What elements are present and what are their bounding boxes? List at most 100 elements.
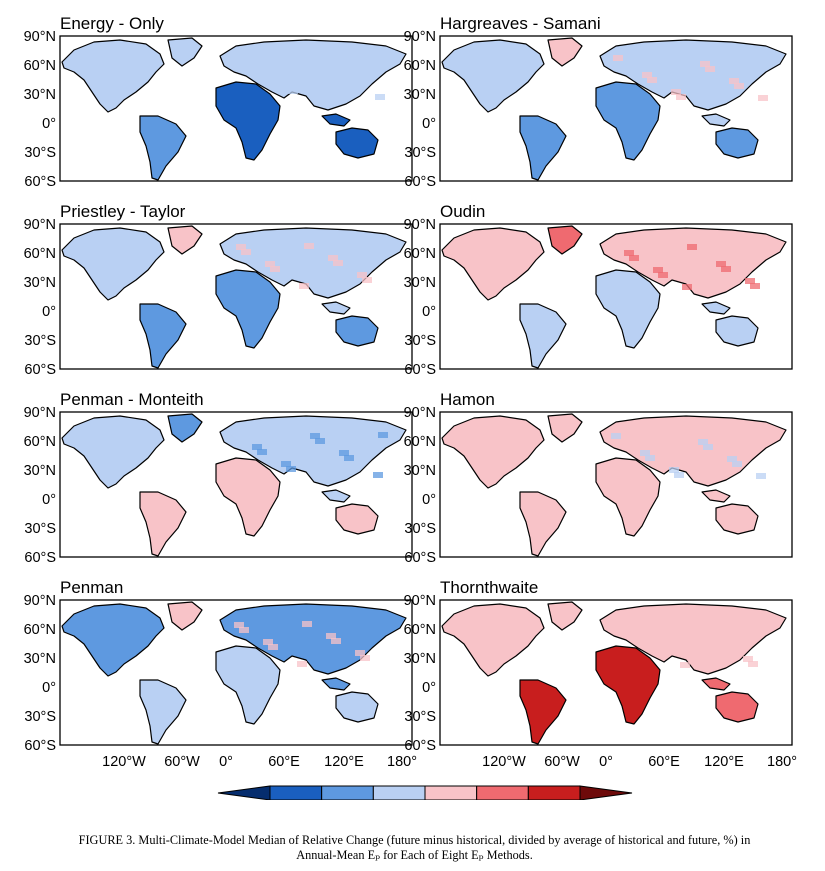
lon-tick-label: 0° bbox=[599, 754, 613, 770]
panel-title: Penman bbox=[60, 578, 123, 597]
grid-cell bbox=[312, 55, 322, 61]
lon-tick-label: 120°E bbox=[324, 754, 364, 770]
grid-cell bbox=[346, 77, 356, 83]
colorbar-segment bbox=[476, 785, 529, 800]
lat-tick-label: 90°N bbox=[24, 217, 56, 233]
colorbar-segment bbox=[579, 785, 633, 800]
lat-tick-label: 60°N bbox=[24, 246, 56, 262]
land-australia bbox=[335, 315, 379, 347]
land-north-america bbox=[441, 415, 545, 489]
land-greenland bbox=[167, 413, 203, 443]
grid-cell bbox=[297, 661, 307, 667]
grid-cell bbox=[230, 54, 240, 60]
land-africa bbox=[595, 81, 661, 161]
grid-cell bbox=[254, 66, 264, 72]
grid-cell bbox=[259, 71, 269, 77]
colorbar-segment bbox=[372, 785, 426, 800]
grid-cell bbox=[703, 444, 713, 450]
lat-tick-label: 0° bbox=[422, 680, 436, 696]
grid-cell bbox=[651, 645, 661, 651]
grid-cell bbox=[669, 467, 679, 473]
grid-cell bbox=[647, 77, 657, 83]
lon-tick-label: 60°W bbox=[544, 754, 580, 770]
grid-cell bbox=[344, 455, 354, 461]
land-africa bbox=[595, 269, 661, 349]
land-eurasia bbox=[599, 415, 787, 487]
land-north-america bbox=[61, 39, 165, 113]
land-indonesia bbox=[321, 677, 351, 691]
land-north-america bbox=[61, 227, 165, 301]
lat-tick-label: 0° bbox=[42, 492, 56, 508]
land-south-america bbox=[519, 303, 567, 369]
map-panel: Hamon bbox=[439, 390, 793, 558]
land-eurasia bbox=[219, 415, 407, 487]
land-north-america bbox=[61, 603, 165, 677]
land-south-america bbox=[139, 679, 187, 745]
grid-cell bbox=[732, 461, 742, 467]
grid-cell bbox=[304, 243, 314, 249]
land-eurasia bbox=[599, 603, 787, 675]
grid-cell bbox=[326, 633, 336, 639]
panel-title: Penman - Monteith bbox=[60, 390, 204, 409]
land-australia bbox=[335, 503, 379, 535]
lat-tick-label: 30°N bbox=[24, 275, 56, 291]
grid-cell bbox=[716, 261, 726, 267]
lon-tick-label: 60°E bbox=[648, 754, 680, 770]
lat-tick-label: 0° bbox=[42, 116, 56, 132]
grid-cell bbox=[357, 272, 367, 278]
grid-cell bbox=[236, 244, 246, 250]
map-panel: Penman bbox=[59, 578, 413, 746]
lat-tick-label: 30°S bbox=[404, 145, 436, 161]
grid-cell bbox=[613, 55, 623, 61]
lat-tick-label: 60°S bbox=[404, 362, 436, 378]
grid-cell bbox=[714, 639, 724, 645]
grid-cell bbox=[743, 656, 753, 662]
lat-tick-label: 0° bbox=[422, 304, 436, 320]
land-indonesia bbox=[701, 677, 731, 691]
grid-cell bbox=[645, 455, 655, 461]
grid-cell bbox=[756, 473, 766, 479]
grid-cell bbox=[627, 633, 637, 639]
land-greenland bbox=[167, 37, 203, 67]
land-greenland bbox=[547, 601, 583, 631]
lat-tick-label: 60°N bbox=[404, 622, 436, 638]
colorbar-segment bbox=[217, 785, 271, 800]
land-greenland bbox=[167, 601, 203, 631]
lon-tick-label: 120°E bbox=[704, 754, 744, 770]
figure-caption: FIGURE 3. Multi-Climate-Model Median of … bbox=[22, 833, 807, 863]
lat-tick-label: 30°S bbox=[404, 709, 436, 725]
grid-cell bbox=[331, 638, 341, 644]
grid-cell bbox=[658, 272, 668, 278]
grid-cell bbox=[317, 60, 327, 66]
grid-cell bbox=[339, 450, 349, 456]
lon-tick-label: 180° bbox=[767, 754, 797, 770]
lon-tick-label: 60°W bbox=[164, 754, 200, 770]
lat-tick-label: 30°N bbox=[404, 651, 436, 667]
grid-cell bbox=[750, 283, 760, 289]
grid-cell bbox=[341, 72, 351, 78]
panel-title: Hargreaves - Samani bbox=[440, 14, 601, 33]
lat-tick-label: 30°N bbox=[24, 87, 56, 103]
panel-title: Hamon bbox=[440, 390, 495, 409]
grid-cell bbox=[270, 266, 280, 272]
land-south-america bbox=[139, 303, 187, 369]
grid-cell bbox=[719, 644, 729, 650]
grid-cell bbox=[642, 72, 652, 78]
map-panel: Energy - Only bbox=[59, 14, 413, 182]
grid-cell bbox=[729, 78, 739, 84]
land-eurasia bbox=[219, 39, 407, 111]
map-panel: Oudin bbox=[439, 202, 793, 370]
grid-cell bbox=[375, 94, 385, 100]
grid-cell bbox=[653, 267, 663, 273]
grid-cell bbox=[288, 88, 298, 94]
panel-title: Oudin bbox=[440, 202, 485, 221]
land-south-america bbox=[519, 679, 567, 745]
grid-cell bbox=[283, 83, 293, 89]
lat-tick-label: 60°N bbox=[24, 622, 56, 638]
grid-cell bbox=[676, 94, 686, 100]
land-south-america bbox=[139, 115, 187, 181]
panel-title: Thornthwaite bbox=[440, 578, 538, 597]
land-indonesia bbox=[701, 113, 731, 127]
land-indonesia bbox=[701, 489, 731, 503]
land-south-america bbox=[139, 491, 187, 557]
